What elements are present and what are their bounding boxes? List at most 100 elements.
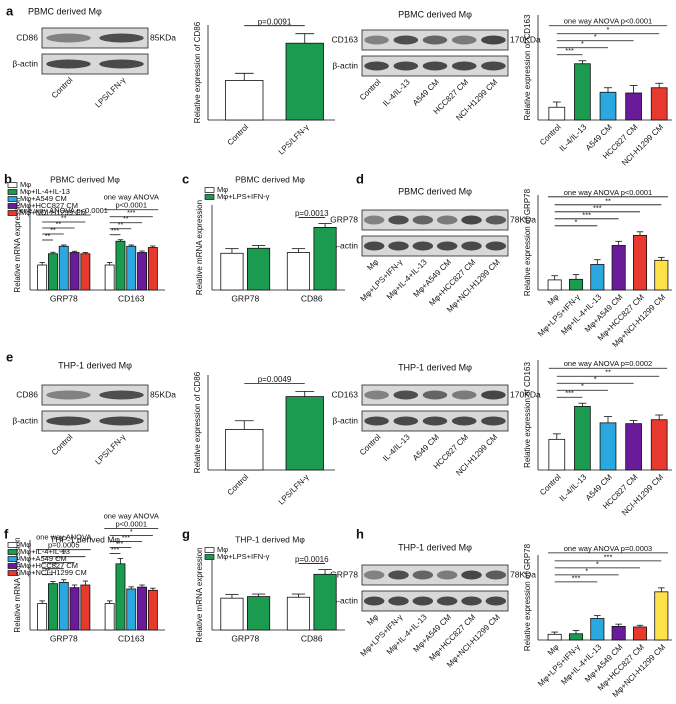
blot-band [461,596,482,606]
x-tick-label: CD163 [118,633,145,643]
blot-band [46,59,91,69]
blot-size-label: 78KDa [510,214,536,224]
significance-label: *** [49,562,57,569]
y-axis-label: Relative expression of CD163 [523,362,532,468]
blot-band [436,570,458,580]
blot-band [363,570,385,580]
blot-band [451,390,477,400]
bar [650,419,668,471]
significance-label: ** [45,233,51,240]
blot-band [363,596,385,606]
legend-swatch [7,563,18,569]
significance-label: p=0.0049 [258,375,292,384]
legend-label: Mφ+IL-4+IL-13 [20,547,70,556]
panel-letter: b [4,171,12,186]
blot-size-label: 170KDa [510,34,541,44]
blot-band [436,596,458,606]
legend-swatch [7,210,18,216]
bar [48,583,58,631]
blot-band [99,390,144,400]
blot-strip [361,209,509,231]
x-tick-label: Control [538,122,563,147]
bar [126,588,137,631]
chart-title: THP-1 derived Mφ [235,534,305,544]
blot-row-label: CD86 [16,32,38,42]
blot-band [481,390,506,400]
blot-band [485,596,507,606]
legend-swatch [7,203,18,209]
bar [650,87,668,121]
blot-band [422,390,448,400]
legend-swatch [7,549,18,555]
blot-band [436,215,458,225]
blot-lane-label: Mφ+LPS+IFN-γ [359,258,405,304]
bar [69,252,80,291]
blot-band [412,570,434,580]
blot-row-label: CD86 [16,389,38,399]
legend-swatch [7,542,18,548]
blot-title: THP-1 derived Mφ [398,362,472,372]
blot-lane-label: Control [358,432,383,457]
bar [220,252,244,291]
bar [48,253,58,291]
bar [568,278,584,291]
blot-band [364,61,389,71]
legend-swatch [7,570,18,576]
anova-label: one way ANOVA p=0.0003 [564,544,652,553]
bar [246,247,271,291]
significance-label: *** [111,228,119,235]
blot-band [485,241,507,251]
blot-band [388,570,409,580]
anova-label: one way ANOVA [36,533,91,542]
blot-size-label: 85KDa [150,389,176,399]
significance-label: *** [565,46,574,55]
bar [590,618,605,641]
blot-band [412,596,434,606]
blot-band [364,416,389,426]
panel-letter: e [6,349,13,364]
anova-label: p<0.0001 [116,520,148,529]
bar [137,252,147,291]
blot-row-label: CD163 [332,34,359,44]
legend-swatch [7,556,18,562]
significance-label: ** [605,196,611,205]
bar [548,106,566,121]
bar [590,264,605,291]
legend-swatch [204,547,215,553]
bar [625,92,642,121]
bar [37,603,48,631]
blot-band [451,35,477,45]
anova-label: one way ANOVA p<0.0001 [564,17,652,26]
anova-label: one way ANOVA [104,193,159,202]
blot-lane-label: Mφ [365,258,380,273]
y-axis-label: Relative expression of CD86 [193,21,202,123]
bar [80,253,91,291]
y-axis-label: Relative expression of GRP78 [523,188,532,296]
legend-label: Mφ+LPS+IFN-γ [217,552,270,561]
legend-label: Mφ+NCI-H1299 CM [20,208,87,217]
x-tick-label: GRP78 [231,293,259,303]
blot-lane-label: Control [358,77,383,102]
bar [225,429,264,471]
x-tick-label: GRP78 [231,633,259,643]
bar [137,586,147,631]
significance-label: ** [118,541,124,548]
blot-lane-label: Mφ+LPS+IFN-γ [359,613,405,659]
blot-band [422,416,448,426]
legend-label: Mφ+LPS+IFN-γ [217,192,270,201]
legend-label: Mφ+HCC827 CM [20,561,78,570]
significance-label: ** [61,550,67,557]
anova-label: one way ANOVA p<0.0001 [20,206,108,215]
blot-band [485,215,507,225]
significance-label: *** [593,203,602,212]
legend-label: Mφ+HCC827 CM [20,201,78,210]
blot-lane-label: LPS/LFN-γ [93,76,127,110]
blot-band [99,416,144,426]
blot-lane-label: Control [50,432,75,457]
bar [115,563,126,631]
blot-strip [41,384,149,406]
blot-row-label: β-actin [332,415,358,425]
bar [37,264,48,291]
blot-lane-label: A549 CM [411,432,441,462]
